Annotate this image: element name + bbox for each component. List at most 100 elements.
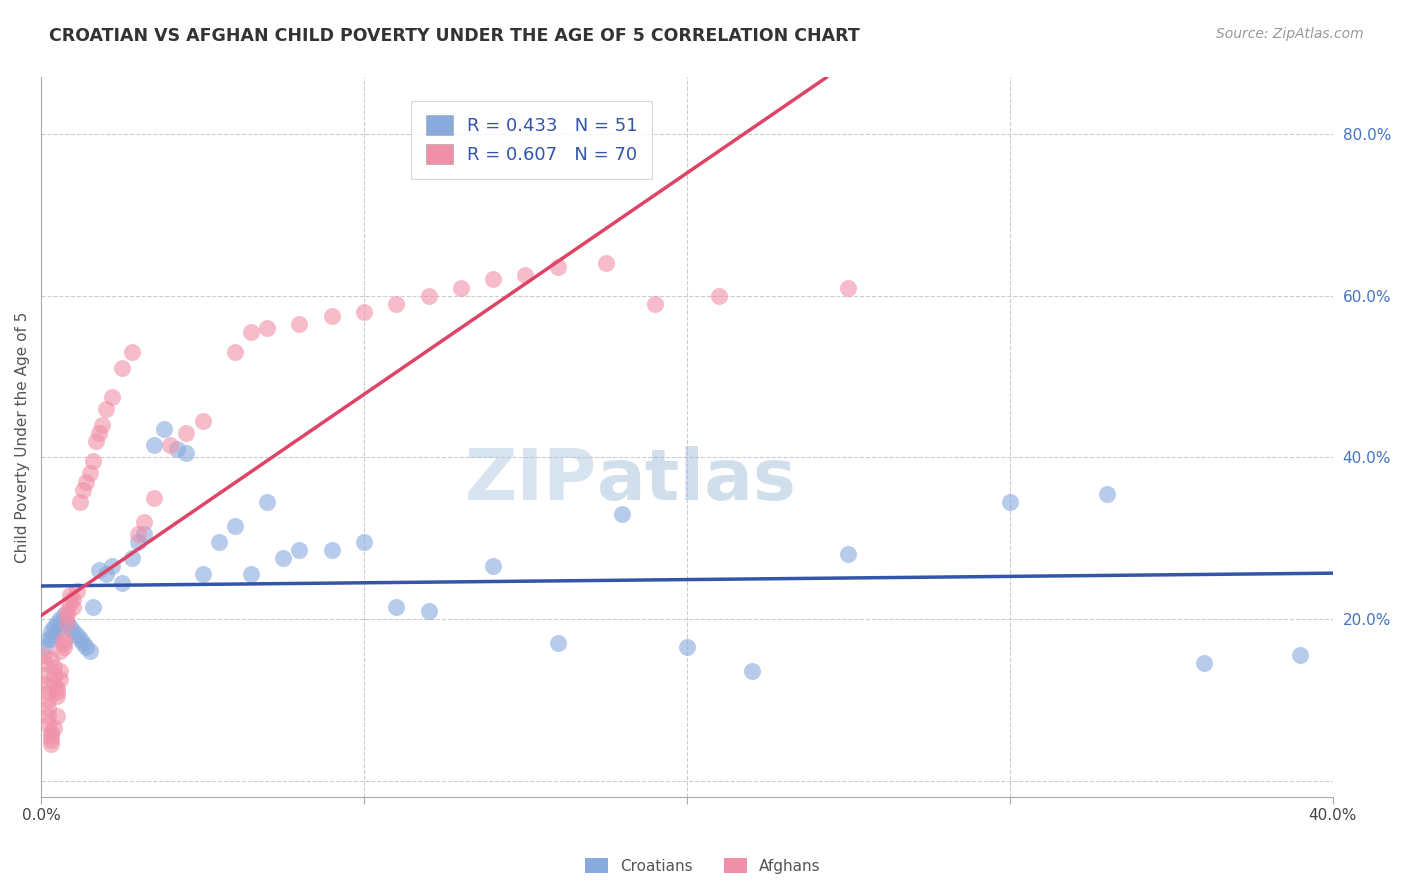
Point xyxy=(256,321,278,335)
Point xyxy=(84,434,107,449)
Point xyxy=(37,632,59,646)
Point xyxy=(39,624,62,638)
Point xyxy=(353,305,375,319)
Point xyxy=(595,256,617,270)
Point xyxy=(143,438,166,452)
Point xyxy=(89,563,111,577)
Point xyxy=(191,414,214,428)
Point xyxy=(321,543,343,558)
Point xyxy=(101,390,124,404)
Point xyxy=(709,288,731,302)
Point xyxy=(94,401,117,416)
Point xyxy=(224,519,246,533)
Point xyxy=(37,684,59,698)
Point xyxy=(66,628,89,642)
Point xyxy=(288,317,311,331)
Point xyxy=(1192,657,1215,671)
Point xyxy=(159,438,181,452)
Point xyxy=(482,559,505,574)
Point xyxy=(62,591,84,606)
Point xyxy=(224,345,246,359)
Legend: R = 0.433   N = 51, R = 0.607   N = 70: R = 0.433 N = 51, R = 0.607 N = 70 xyxy=(412,101,652,178)
Point xyxy=(42,620,65,634)
Point xyxy=(418,288,440,302)
Point xyxy=(34,657,56,671)
Point xyxy=(547,636,569,650)
Point xyxy=(127,535,149,549)
Point xyxy=(89,425,111,440)
Point xyxy=(72,483,94,497)
Point xyxy=(101,559,124,574)
Point xyxy=(62,624,84,638)
Point xyxy=(75,640,97,655)
Point xyxy=(82,454,104,468)
Legend: Croatians, Afghans: Croatians, Afghans xyxy=(579,852,827,880)
Point xyxy=(42,676,65,690)
Point xyxy=(72,636,94,650)
Point xyxy=(56,615,79,630)
Point xyxy=(176,425,198,440)
Point xyxy=(42,628,65,642)
Point xyxy=(134,515,156,529)
Text: ZIP: ZIP xyxy=(464,446,596,515)
Point xyxy=(271,551,294,566)
Point xyxy=(191,567,214,582)
Point xyxy=(321,309,343,323)
Point xyxy=(52,607,75,622)
Point xyxy=(547,260,569,275)
Text: Source: ZipAtlas.com: Source: ZipAtlas.com xyxy=(1216,27,1364,41)
Point xyxy=(166,442,188,457)
Point xyxy=(37,692,59,706)
Point xyxy=(837,280,859,294)
Point xyxy=(56,604,79,618)
Point xyxy=(353,535,375,549)
Point xyxy=(127,527,149,541)
Point xyxy=(46,689,69,703)
Point xyxy=(256,494,278,508)
Point xyxy=(82,599,104,614)
Point xyxy=(741,665,763,679)
Point xyxy=(644,296,666,310)
Text: CROATIAN VS AFGHAN CHILD POVERTY UNDER THE AGE OF 5 CORRELATION CHART: CROATIAN VS AFGHAN CHILD POVERTY UNDER T… xyxy=(49,27,860,45)
Point xyxy=(52,640,75,655)
Point xyxy=(49,612,72,626)
Point xyxy=(59,620,82,634)
Point xyxy=(79,644,101,658)
Point xyxy=(385,599,408,614)
Point xyxy=(34,648,56,663)
Point xyxy=(46,615,69,630)
Point xyxy=(34,668,56,682)
Point xyxy=(49,673,72,687)
Point xyxy=(39,725,62,739)
Point xyxy=(56,607,79,622)
Point xyxy=(37,700,59,714)
Point xyxy=(69,632,91,646)
Point xyxy=(42,721,65,735)
Point xyxy=(676,640,699,655)
Point xyxy=(515,268,537,283)
Point xyxy=(79,467,101,481)
Point xyxy=(42,668,65,682)
Point xyxy=(46,709,69,723)
Point xyxy=(111,575,134,590)
Point xyxy=(52,632,75,646)
Point xyxy=(1095,486,1118,500)
Point xyxy=(34,640,56,655)
Point xyxy=(153,422,176,436)
Text: atlas: atlas xyxy=(596,446,796,515)
Point xyxy=(288,543,311,558)
Point xyxy=(482,272,505,286)
Point xyxy=(837,547,859,561)
Point xyxy=(418,604,440,618)
Point xyxy=(39,737,62,751)
Point xyxy=(111,361,134,376)
Point xyxy=(39,729,62,743)
Point xyxy=(37,709,59,723)
Point xyxy=(34,676,56,690)
Point xyxy=(450,280,472,294)
Point xyxy=(134,527,156,541)
Point xyxy=(62,599,84,614)
Point xyxy=(42,660,65,674)
Point xyxy=(208,535,231,549)
Point xyxy=(69,494,91,508)
